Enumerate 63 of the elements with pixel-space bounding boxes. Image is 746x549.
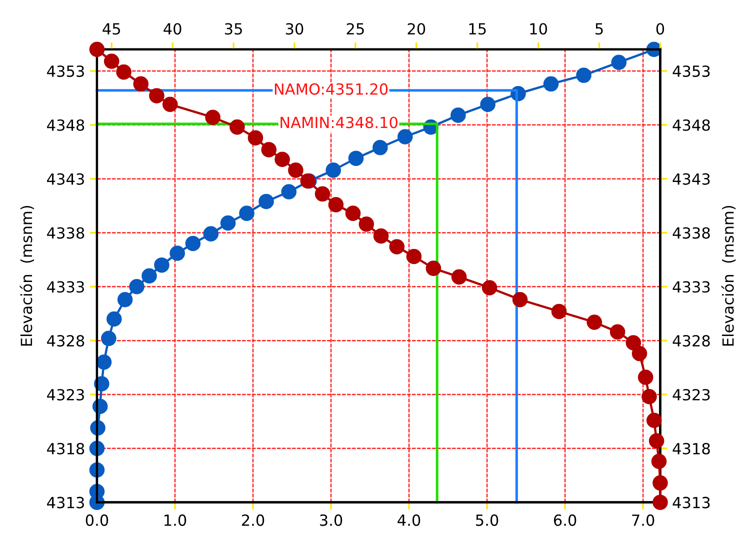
- x-tick-label: 4.0: [398, 514, 420, 526]
- x-tick-label: 7.0: [632, 514, 654, 526]
- point: [129, 279, 144, 294]
- point: [170, 246, 185, 261]
- y2-tick-label: 4323: [672, 388, 710, 401]
- y-tick-label: 4348: [47, 119, 84, 131]
- x2-tick-label: 35: [224, 23, 242, 35]
- y-axis-title: Elevación (msnm): [20, 206, 34, 346]
- point: [543, 76, 559, 92]
- y-tick-label: 4338: [47, 227, 84, 239]
- y-tick-label: 4323: [47, 388, 84, 401]
- annotation: NAMIN:4348.10: [280, 116, 398, 128]
- x2-tick-label: 5: [596, 23, 603, 35]
- point: [101, 330, 116, 346]
- y-tick-label: 4328: [47, 335, 84, 347]
- point: [576, 68, 592, 83]
- x2-tick-label: 45: [102, 23, 120, 35]
- point: [106, 311, 122, 327]
- point: [258, 194, 274, 210]
- y2-tick-label: 4318: [672, 442, 710, 454]
- x-tick-label: 1.0: [164, 514, 186, 526]
- point: [96, 354, 112, 370]
- x-tick-label: 0.0: [86, 514, 108, 526]
- x2-tick-label: 15: [469, 23, 486, 35]
- x2-tick-label: 0: [656, 23, 664, 35]
- x2-tick-label: 20: [408, 23, 426, 35]
- x-tick-label: 5.0: [476, 514, 498, 526]
- x-tick-label: 3.0: [320, 514, 342, 526]
- point: [397, 129, 413, 144]
- x-tick-label: 6.0: [554, 514, 576, 526]
- point: [117, 292, 133, 308]
- y2-tick-label: 4348: [672, 119, 710, 131]
- point: [142, 268, 157, 284]
- x-tick-label: 2.0: [242, 514, 264, 526]
- point: [450, 108, 466, 123]
- x2-tick-label: 40: [164, 23, 182, 35]
- point: [220, 215, 236, 231]
- point: [372, 140, 388, 156]
- point: [239, 206, 254, 221]
- y2-tick-label: 4313: [672, 496, 710, 508]
- y-tick-label: 4333: [47, 281, 84, 293]
- x2-tick-label: 10: [530, 23, 548, 35]
- point: [611, 54, 627, 70]
- x2-tick-label: 30: [286, 23, 304, 35]
- y2-axis-title: Elevación (msnm): [721, 206, 736, 346]
- point: [348, 150, 364, 166]
- y-tick-label: 4343: [47, 173, 84, 185]
- point: [203, 226, 219, 242]
- y-tick-label: 4353: [47, 65, 84, 77]
- y2-tick-label: 4353: [672, 65, 710, 77]
- point: [281, 184, 297, 200]
- annotation: NAMO:4351.20: [274, 83, 388, 95]
- point: [154, 257, 170, 273]
- y2-tick-label: 4328: [672, 335, 710, 347]
- y2-tick-label: 4333: [672, 281, 710, 293]
- point: [326, 162, 341, 178]
- y-tick-label: 4318: [47, 442, 84, 454]
- y2-tick-label: 4343: [672, 173, 710, 185]
- x2-tick-label: 25: [346, 23, 364, 35]
- point: [185, 236, 201, 252]
- point: [480, 96, 496, 112]
- y-tick-label: 4313: [47, 496, 84, 508]
- y2-tick-label: 4338: [672, 227, 710, 239]
